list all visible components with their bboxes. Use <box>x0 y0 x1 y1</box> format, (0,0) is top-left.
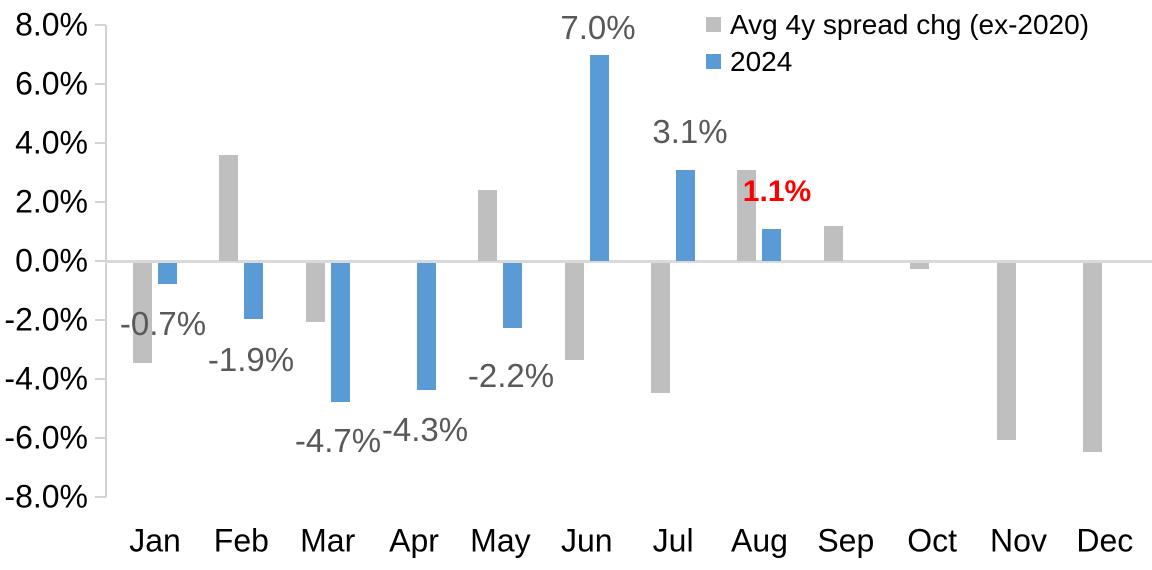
data-label: -4.7% <box>294 422 382 459</box>
bar-2024-jan <box>158 263 177 284</box>
bar-avg-dec <box>1082 263 1102 452</box>
zero-axis-line <box>105 260 1152 263</box>
y-tick-label: 4.0% <box>15 124 88 161</box>
x-tick-label-aug: Aug <box>730 522 788 559</box>
x-tick-label-mar: Mar <box>300 522 356 559</box>
y-tick-label: 2.0% <box>15 183 88 220</box>
y-tick-mark <box>95 142 106 144</box>
bar-avg-oct <box>910 263 930 269</box>
y-tick-mark <box>95 83 106 85</box>
bar-avg-nov <box>996 263 1016 440</box>
y-tick-mark <box>95 496 106 498</box>
y-tick-label: 6.0% <box>15 65 88 102</box>
y-tick-mark <box>95 24 106 26</box>
x-tick-label-sep: Sep <box>817 522 875 559</box>
y-tick-mark <box>95 319 106 321</box>
legend-label-2024: 2024 <box>730 45 793 77</box>
y-tick-mark <box>95 201 106 203</box>
data-label: -4.3% <box>381 411 469 448</box>
y-tick-mark <box>95 437 106 439</box>
x-tick-label-nov: Nov <box>990 522 1047 559</box>
x-tick-label-feb: Feb <box>213 522 269 559</box>
data-label: -0.7% <box>119 305 207 342</box>
x-tick-label-oct: Oct <box>907 522 958 559</box>
bar-avg-aug <box>737 169 757 261</box>
data-label: -1.9% <box>207 341 295 378</box>
bar-2024-apr <box>417 263 437 390</box>
bar-avg-may <box>478 190 498 261</box>
x-tick-label-apr: Apr <box>389 522 439 559</box>
x-tick-label-dec: Dec <box>1076 522 1134 559</box>
bar-2024-aug <box>762 228 782 261</box>
bar-2024-jul <box>676 169 696 261</box>
y-tick-label: 0.0% <box>15 242 88 279</box>
data-label: 3.1% <box>652 113 728 150</box>
y-tick-label: -2.0% <box>4 301 88 338</box>
x-tick-label-jul: Jul <box>652 522 694 559</box>
x-tick-label-jun: Jun <box>560 522 613 559</box>
y-tick-label: -6.0% <box>4 419 88 456</box>
data-label: 1.1% <box>742 175 812 208</box>
bar-2024-may <box>503 263 523 328</box>
bar-2024-mar <box>330 263 350 402</box>
y-tick-mark <box>95 260 106 262</box>
legend-item-avg: Avg 4y spread chg (ex-2020) <box>706 6 1089 43</box>
bar-avg-jul <box>651 263 671 393</box>
x-tick-label-jan: Jan <box>129 522 181 559</box>
y-tick-mark <box>95 378 106 380</box>
bar-avg-mar <box>305 263 325 322</box>
data-label: 7.0% <box>560 9 636 46</box>
bar-avg-jan <box>133 263 152 364</box>
legend-swatch-blue <box>706 54 721 69</box>
y-tick-label: -8.0% <box>4 478 88 515</box>
y-tick-label: 8.0% <box>15 6 88 43</box>
bar-avg-jun <box>564 263 584 361</box>
bar-avg-feb <box>219 154 239 261</box>
bar-2024-jun <box>589 54 609 261</box>
data-label: -2.2% <box>467 357 555 394</box>
y-tick-label: -4.0% <box>4 360 88 397</box>
legend-swatch-gray <box>706 17 721 32</box>
legend-item-2024: 2024 <box>706 43 1089 80</box>
x-tick-label-may: May <box>470 522 531 559</box>
bar-avg-sep <box>823 225 843 261</box>
legend: Avg 4y spread chg (ex-2020) 2024 <box>706 6 1089 80</box>
bar-2024-feb <box>244 263 264 320</box>
legend-label-avg: Avg 4y spread chg (ex-2020) <box>730 8 1090 40</box>
